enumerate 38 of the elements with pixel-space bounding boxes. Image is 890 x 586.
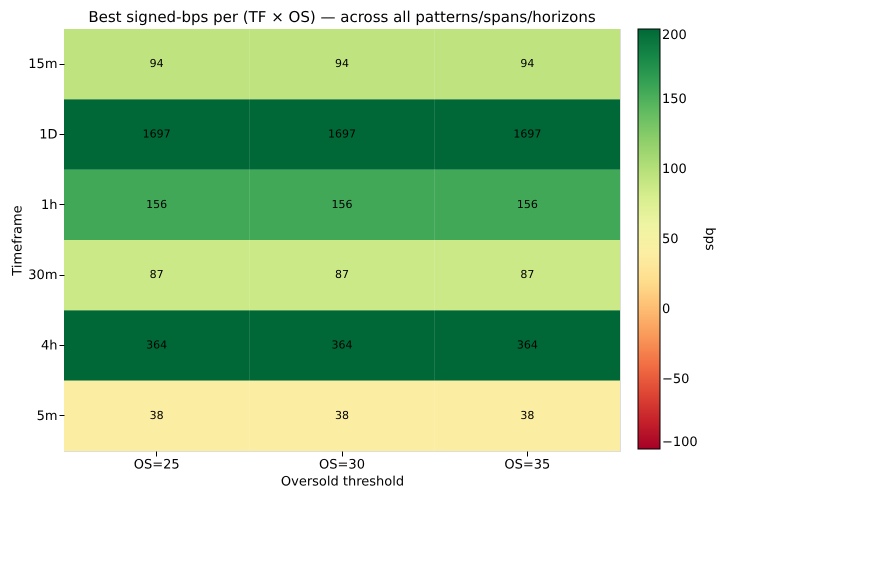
data-label: 87 (520, 268, 534, 282)
y-tick-label: 1h (40, 198, 58, 213)
y-tick-label: 5m (36, 408, 58, 424)
data-label: 94 (335, 57, 349, 70)
chart-title: Best signed-bps per (TF × OS) — across all patterns/spans/horizons (88, 8, 596, 26)
x-tick-label: OS=25 (134, 458, 180, 472)
data-label: 1697 (328, 128, 356, 140)
x-tick-label: OS=30 (319, 458, 365, 472)
data-label: 156 (516, 198, 538, 211)
y-tick-label: 1D (39, 128, 58, 142)
data-label: 87 (150, 268, 164, 282)
data-label: 156 (146, 198, 168, 211)
data-label: 38 (335, 408, 349, 422)
color-bar-title: bps (702, 227, 717, 251)
y-tick-label: 30m (28, 268, 58, 284)
data-label: 1697 (513, 128, 542, 140)
x-tick-label: OS=35 (504, 458, 550, 472)
color-bar-label: 0 (662, 302, 670, 317)
data-label: 94 (150, 57, 164, 70)
data-label: 38 (520, 408, 534, 422)
data-label: 38 (150, 408, 164, 422)
color-bar-label: 150 (662, 92, 687, 107)
data-label: 94 (520, 57, 534, 70)
data-label: 364 (332, 338, 352, 352)
color-bar-label: −100 (662, 435, 698, 450)
data-label: 1697 (142, 128, 171, 140)
y-tick-label: 15m (28, 57, 58, 72)
color-bar-label: −50 (662, 372, 690, 387)
color-bar-label: 200 (662, 28, 687, 43)
data-label: 364 (146, 338, 168, 352)
data-label: 156 (332, 198, 352, 211)
data-label: 87 (335, 268, 349, 282)
color-bar-label: 50 (662, 232, 679, 247)
y-axis-title: Timeframe (10, 205, 26, 277)
color-bar-label: 100 (662, 162, 687, 177)
data-label: 364 (516, 338, 538, 352)
y-tick-label: 4h (40, 338, 58, 354)
x-axis-title: Oversold threshold (280, 474, 404, 490)
